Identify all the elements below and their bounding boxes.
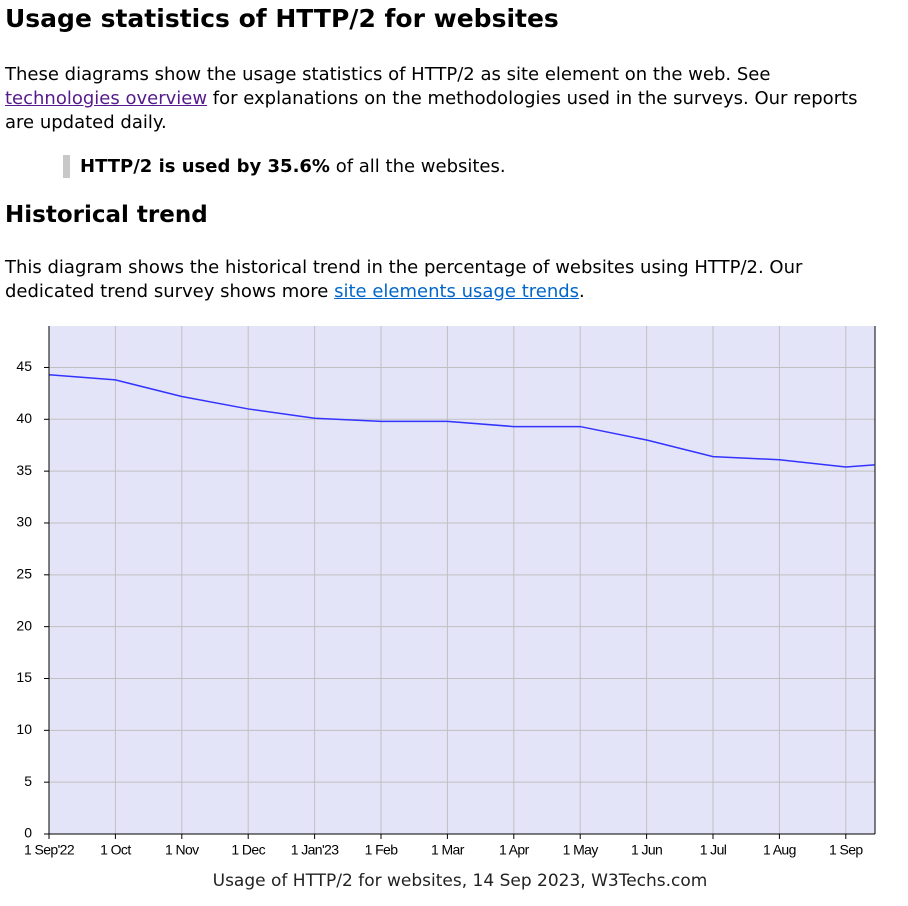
x-tick-label: 1 Feb (365, 842, 399, 858)
x-tick-label: 1 May (563, 842, 599, 858)
text: for explanations on the methodologies us… (5, 88, 858, 133)
y-tick-label: 30 (16, 514, 32, 530)
section-text: This diagram shows the historical trend … (5, 256, 865, 304)
x-tick-label: 1 Jan'23 (291, 842, 340, 858)
x-tick-label: 1 Sep (829, 842, 863, 858)
x-tick-label: 1 Apr (499, 842, 530, 858)
y-tick-label: 15 (16, 669, 32, 685)
text: . (579, 281, 585, 302)
x-tick-label: 1 Oct (100, 842, 131, 858)
link[interactable]: site elements usage trends (334, 281, 580, 302)
y-tick-label: 25 (16, 566, 32, 582)
x-tick-label: 1 Jun (631, 842, 662, 858)
text: This diagram shows the historical trend … (5, 257, 803, 302)
quote-bar (63, 155, 70, 178)
y-tick-label: 35 (16, 462, 32, 478)
y-tick-label: 5 (24, 773, 32, 789)
x-tick-label: 1 Dec (231, 842, 265, 858)
x-tick-label: 1 Sep'22 (24, 842, 75, 858)
data-line (48, 373, 875, 468)
y-tick-label: 10 (16, 721, 32, 737)
y-tick-label: 20 (16, 617, 32, 633)
intro: These diagrams show the usage statistics… (5, 63, 885, 135)
y-tick-label: 40 (16, 410, 32, 426)
y-tick-label: 0 (24, 825, 32, 841)
page-title: Usage statistics of HTTP/2 for websites (5, 4, 559, 33)
x-tick-label: 1 Nov (165, 842, 199, 858)
x-tick-label: 1 Aug (763, 842, 796, 858)
section-title: Historical trend (5, 202, 208, 228)
plot-background (49, 326, 875, 834)
chart-caption: Usage of HTTP/2 for websites, 14 Sep 202… (213, 871, 708, 891)
text: These diagrams show the usage statistics… (5, 64, 771, 85)
highlight: HTTP/2 is used by 35.6% of all the websi… (80, 155, 908, 179)
text: of all the websites. (329, 156, 506, 177)
x-tick-label: 1 Jul (700, 842, 727, 858)
text: HTTP/2 is used by 35.6% (80, 156, 330, 177)
link[interactable]: technologies overview (5, 88, 208, 109)
y-tick-label: 45 (16, 358, 32, 374)
x-tick-label: 1 Mar (431, 842, 465, 858)
